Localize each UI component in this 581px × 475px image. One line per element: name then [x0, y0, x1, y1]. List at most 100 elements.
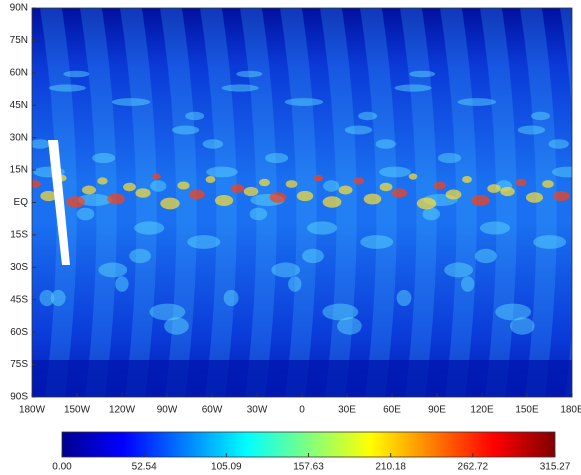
cloud	[92, 153, 115, 163]
cloud	[397, 290, 412, 306]
cloud	[40, 290, 55, 306]
cloud	[288, 276, 301, 292]
cloud	[172, 126, 199, 135]
storm	[123, 183, 136, 191]
lon-tick-label: 120W	[109, 405, 136, 416]
cloud	[115, 276, 128, 292]
cloud	[77, 208, 95, 221]
cloud	[458, 98, 497, 106]
storm	[553, 191, 569, 201]
lat-tick-label: 30S	[10, 262, 28, 273]
storm	[259, 179, 270, 187]
cloud	[187, 235, 220, 249]
storm	[354, 177, 364, 184]
cloud	[345, 126, 372, 135]
lat-tick-label: 90N	[10, 3, 28, 14]
storm	[152, 173, 161, 179]
cloud	[510, 317, 535, 334]
storm	[487, 184, 500, 193]
cloud	[360, 235, 393, 249]
storm	[323, 196, 342, 207]
storm	[206, 176, 216, 183]
colorbar-tick-label: 157.63	[293, 462, 324, 473]
cloud	[150, 180, 166, 191]
antarctic	[32, 360, 572, 397]
storm	[314, 175, 323, 182]
storm	[500, 187, 515, 196]
storm	[244, 187, 259, 196]
storm	[160, 198, 179, 210]
cloud	[379, 167, 411, 178]
storm	[270, 192, 287, 203]
lat-tick-label: 15N	[10, 165, 28, 176]
storm	[231, 184, 244, 193]
lon-tick-label: 30W	[247, 405, 268, 416]
lon-tick-label: 60E	[383, 405, 401, 416]
storm	[471, 195, 489, 206]
lat-tick-label: 75N	[10, 35, 28, 46]
lon-tick-label: 150W	[64, 405, 91, 416]
storm	[380, 183, 393, 191]
cloud	[358, 112, 377, 120]
lon-tick-label: 180E	[560, 405, 581, 416]
storm	[542, 180, 554, 188]
lon-tick-label: 180W	[19, 405, 46, 416]
cloud	[475, 249, 497, 263]
storm	[215, 195, 233, 206]
cloud	[236, 71, 262, 78]
storm	[286, 180, 298, 188]
cloud	[224, 290, 239, 306]
lon-tick-label: 90W	[157, 405, 178, 416]
lat-tick-label: 75S	[10, 359, 28, 370]
storm	[29, 180, 41, 188]
cloud	[302, 249, 324, 263]
lat-tick-label: 45S	[10, 294, 28, 305]
lat-tick-label: 60S	[10, 327, 28, 338]
cloud	[98, 263, 127, 278]
lon-tick-label: 120E	[470, 405, 494, 416]
cloud	[265, 153, 288, 163]
colorbar-tick-label: 210.18	[375, 462, 406, 473]
cloud	[185, 112, 204, 120]
cloud	[30, 139, 50, 149]
colorbar-tick-label: 315.27	[540, 462, 571, 473]
lat-tick-label: 30N	[10, 132, 28, 143]
lon-tick-label: 0	[299, 405, 305, 416]
storm	[339, 186, 353, 195]
cloud	[134, 221, 164, 234]
cloud	[323, 180, 339, 191]
cloud	[112, 98, 151, 106]
lon-tick-label: 30E	[338, 405, 356, 416]
storm	[409, 173, 418, 179]
storm	[462, 176, 472, 183]
cloud	[49, 84, 86, 91]
colorbar-tick-label: 52.54	[132, 462, 157, 473]
cloud	[271, 263, 300, 278]
cloud	[461, 276, 474, 292]
cloud	[307, 221, 337, 234]
storm	[189, 190, 205, 200]
cloud	[164, 317, 189, 334]
colorbar-tick-label: 105.09	[211, 462, 242, 473]
storm	[516, 179, 527, 187]
cloud	[206, 167, 238, 178]
cloud	[409, 71, 435, 78]
storm	[392, 188, 407, 198]
map-figure: 90N75N60N45N30N15NEQ15S30S45S60S75S90S18…	[0, 0, 581, 475]
storm	[135, 188, 150, 198]
storm	[526, 192, 543, 203]
lat-tick-label: 15S	[10, 230, 28, 241]
cloud	[480, 221, 510, 234]
lat-tick-label: 60N	[10, 67, 28, 78]
cloud	[518, 126, 545, 135]
storm	[82, 186, 96, 195]
cloud	[533, 235, 566, 249]
storm	[66, 196, 85, 207]
cloud	[250, 208, 268, 221]
lon-tick-label: 60W	[202, 405, 223, 416]
cloud	[395, 84, 432, 91]
cloud	[376, 139, 396, 149]
cloud	[549, 139, 569, 149]
storm	[177, 181, 189, 189]
storm	[446, 190, 462, 200]
